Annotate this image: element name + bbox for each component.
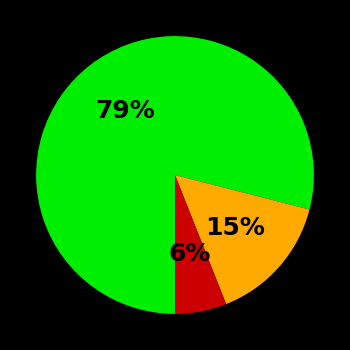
Wedge shape <box>175 175 309 304</box>
Wedge shape <box>36 36 314 314</box>
Text: 6%: 6% <box>169 242 211 266</box>
Wedge shape <box>175 175 226 314</box>
Text: 79%: 79% <box>96 99 155 123</box>
Text: 15%: 15% <box>205 216 265 240</box>
